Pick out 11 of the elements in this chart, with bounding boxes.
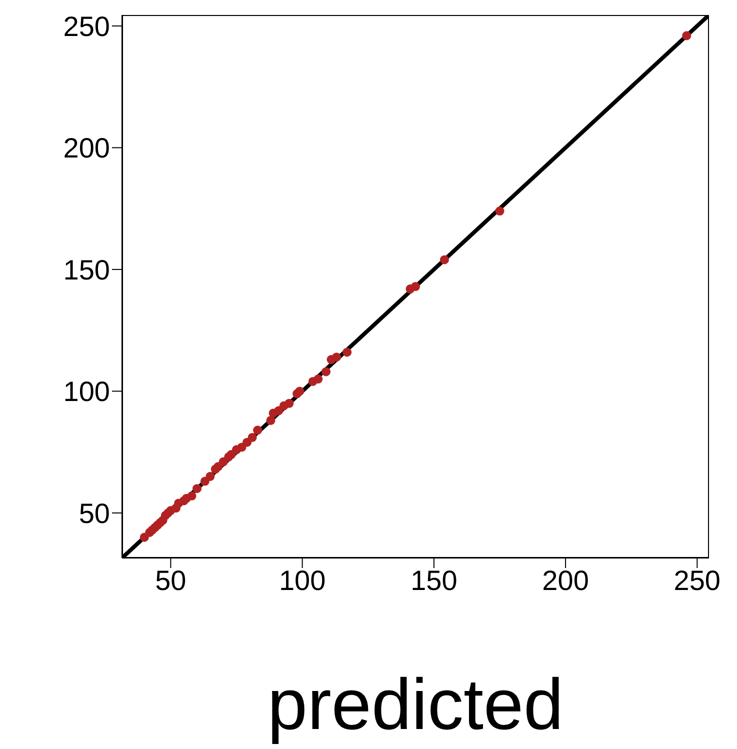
x-axis-title: predicted xyxy=(267,665,564,745)
y-tick-label: 250 xyxy=(63,10,110,42)
x-tick-label: 200 xyxy=(542,564,589,596)
y-tick-label: 150 xyxy=(63,254,110,286)
x-tick-label: 100 xyxy=(278,564,326,596)
y-tick-label: 200 xyxy=(63,132,110,164)
x-tick-label: 250 xyxy=(674,564,721,596)
y-tick-label: 50 xyxy=(78,498,110,529)
x-tick-label: 50 xyxy=(155,564,186,596)
x-tick-label: 150 xyxy=(410,564,458,596)
y-tick-label: 100 xyxy=(63,376,110,408)
